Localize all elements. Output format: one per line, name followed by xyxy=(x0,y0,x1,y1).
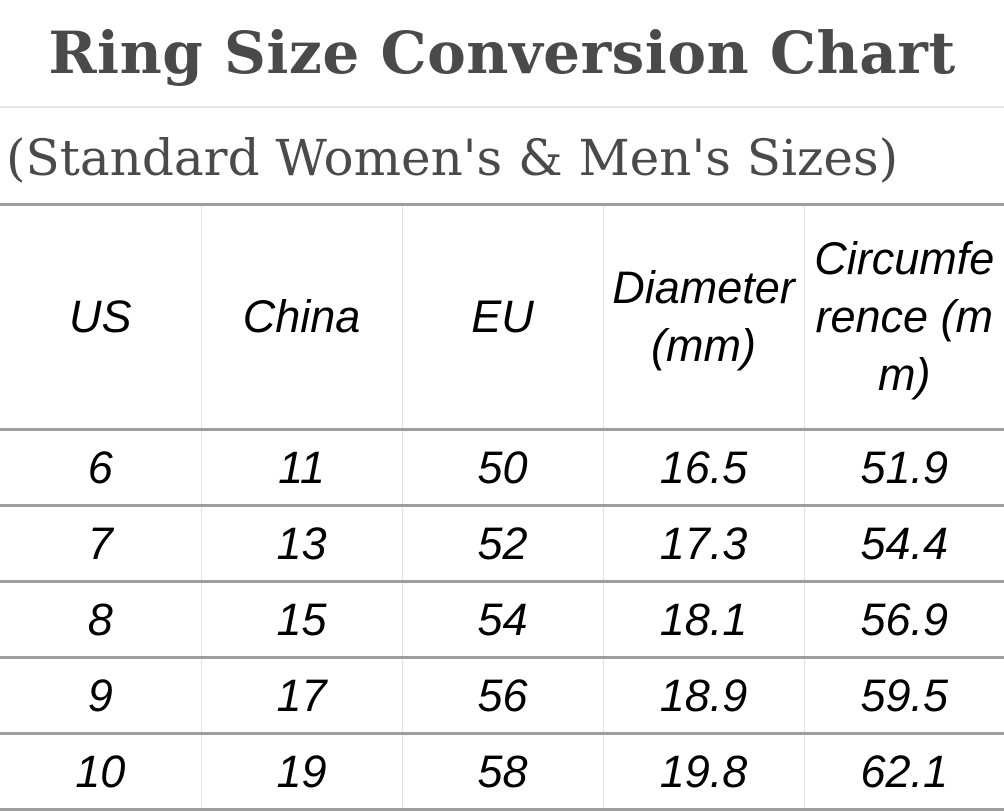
cell-us: 8 xyxy=(0,581,201,659)
cell-eu: 58 xyxy=(401,733,603,811)
cell-us: 6 xyxy=(0,429,201,507)
cell-diameter: 19.8 xyxy=(602,733,804,811)
cell-circumference: 59.5 xyxy=(803,657,1004,735)
table-row: 6 11 50 16.5 51.9 xyxy=(0,429,1004,507)
page-subtitle: (Standard Women's & Men's Sizes) xyxy=(6,129,899,187)
cell-circumference: 51.9 xyxy=(803,429,1004,507)
cell-china: 19 xyxy=(200,733,402,811)
cell-circumference: 56.9 xyxy=(803,581,1004,659)
table-row: 9 17 56 18.9 59.5 xyxy=(0,657,1004,735)
cell-eu: 52 xyxy=(401,505,603,583)
cell-diameter: 16.5 xyxy=(602,429,804,507)
cell-circumference: 62.1 xyxy=(803,733,1004,811)
cell-diameter: 18.9 xyxy=(602,657,804,735)
header-circumference: Circumference (mm) xyxy=(803,203,1004,431)
header-us: US xyxy=(0,203,201,431)
header-eu: EU xyxy=(401,203,603,431)
cell-diameter: 17.3 xyxy=(602,505,804,583)
cell-diameter: 18.1 xyxy=(602,581,804,659)
cell-eu: 56 xyxy=(401,657,603,735)
table-row: 7 13 52 17.3 54.4 xyxy=(0,505,1004,583)
cell-china: 11 xyxy=(200,429,402,507)
cell-china: 15 xyxy=(200,581,402,659)
cell-us: 9 xyxy=(0,657,201,735)
cell-us: 10 xyxy=(0,733,201,811)
cell-eu: 50 xyxy=(401,429,603,507)
cell-circumference: 54.4 xyxy=(803,505,1004,583)
table-row: 10 19 58 19.8 62.1 xyxy=(0,733,1004,811)
table-header-row: US China EU Diameter (mm) Circumference … xyxy=(0,203,1004,431)
header-diameter: Diameter (mm) xyxy=(602,203,804,431)
page-title: Ring Size Conversion Chart xyxy=(48,19,956,87)
title-divider xyxy=(0,106,1004,108)
cell-china: 17 xyxy=(200,657,402,735)
ring-size-table: US China EU Diameter (mm) Circumference … xyxy=(0,203,1004,811)
table-row: 8 15 54 18.1 56.9 xyxy=(0,581,1004,659)
cell-us: 7 xyxy=(0,505,201,583)
header-china: China xyxy=(200,203,402,431)
cell-eu: 54 xyxy=(401,581,603,659)
cell-china: 13 xyxy=(200,505,402,583)
